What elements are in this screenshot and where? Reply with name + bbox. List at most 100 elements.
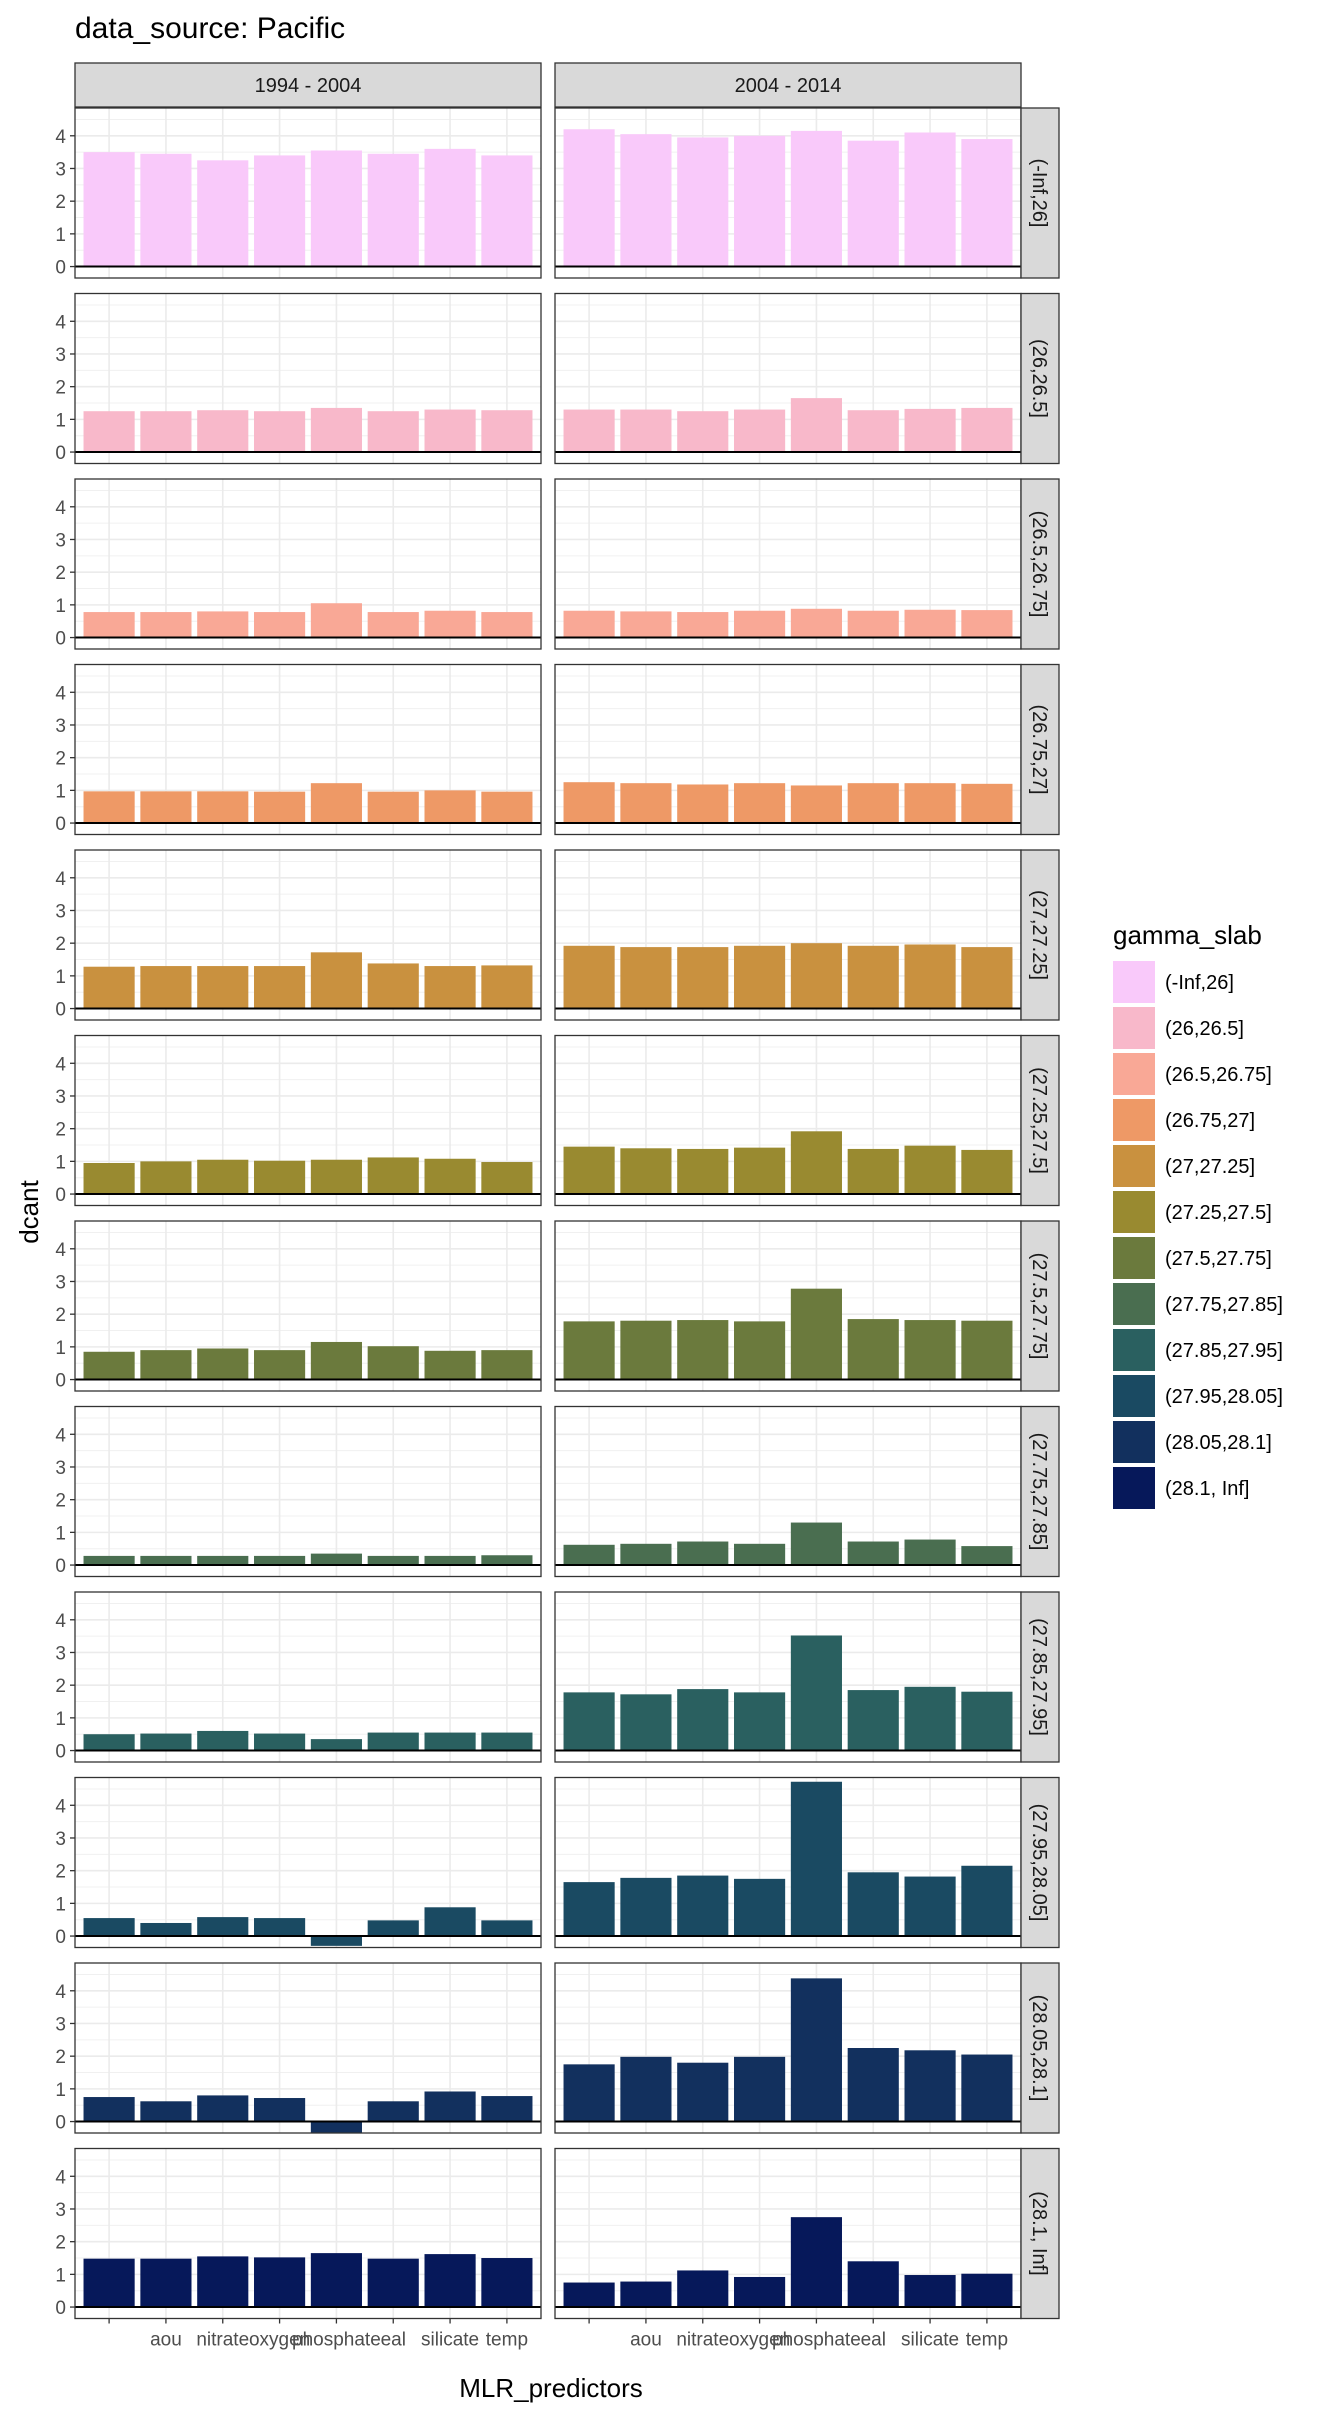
bar (790, 398, 842, 453)
bar (904, 1876, 956, 1937)
x-tick-label: aou (630, 2330, 662, 2351)
bar (677, 1148, 729, 1195)
bar (140, 1922, 192, 1937)
bar (140, 612, 192, 638)
y-tick-label: 1 (55, 781, 66, 802)
bar (620, 134, 672, 267)
bar (961, 1691, 1013, 1751)
y-tick-label: 0 (55, 629, 66, 650)
bar (961, 2054, 1013, 2122)
bar (424, 790, 476, 824)
bar (424, 2254, 476, 2308)
bar (563, 409, 615, 453)
column-strip-label: 1994 - 2004 (255, 75, 362, 97)
x-tick-label: eal (381, 2330, 406, 2351)
bar (197, 1159, 249, 1195)
bar (310, 783, 362, 824)
bar (367, 1555, 419, 1566)
bar (563, 782, 615, 824)
bar (620, 611, 672, 638)
column-strip (554, 62, 1022, 108)
legend-key (1113, 1283, 1155, 1325)
legend-label: (27.95,28.05] (1165, 1386, 1283, 1408)
y-tick-label: 2 (55, 192, 66, 213)
bar (620, 1543, 672, 1566)
bar (424, 1907, 476, 1937)
y-tick-label: 1 (55, 2080, 66, 2101)
bar (254, 2098, 306, 2122)
bar (961, 783, 1013, 824)
bar (904, 783, 956, 824)
bar (734, 2276, 786, 2308)
bar (197, 2256, 249, 2308)
y-tick-label: 1 (55, 967, 66, 988)
bar (790, 1781, 842, 1937)
bar (961, 1320, 1013, 1380)
panel-border (74, 2147, 542, 2320)
y-tick-label: 3 (55, 1087, 66, 1108)
row-strip (1020, 1220, 1060, 1392)
bar (677, 1689, 729, 1751)
bar (424, 1350, 476, 1380)
x-tick-label: silicate (421, 2330, 479, 2351)
bar (481, 410, 533, 453)
bar (847, 140, 899, 267)
y-axis-title: dcant (14, 1179, 44, 1243)
y-tick-label: 0 (55, 1742, 66, 1763)
x-tick-label: aou (150, 2330, 182, 2351)
legend-key (1113, 1007, 1155, 1049)
y-tick-label: 1 (55, 1152, 66, 1173)
column-strip (74, 62, 542, 108)
bar (734, 1692, 786, 1751)
x-tick-label: temp (966, 2330, 1008, 2351)
x-tick-label: oxygen (729, 2330, 790, 2351)
bar (197, 966, 249, 1009)
y-tick-label: 4 (55, 312, 66, 333)
panel-border (74, 292, 542, 465)
bar (620, 947, 672, 1009)
bar (481, 965, 533, 1009)
bar (620, 2056, 672, 2122)
legend-items: (-Inf,26] (26,26.5] (26.5,26.75] (26.75,27]… (1113, 961, 1283, 1509)
y-tick-label: 4 (55, 2167, 66, 2188)
y-tick-label: 4 (55, 127, 66, 148)
bar (620, 783, 672, 824)
y-tick-label: 3 (55, 1829, 66, 1850)
row-strip (1020, 107, 1060, 279)
bar (197, 410, 249, 453)
legend-key (1113, 1421, 1155, 1463)
bar (847, 410, 899, 453)
row-strip-label: (27.95,28.05] (1028, 1804, 1050, 1922)
legend-label: (-Inf,26] (1165, 972, 1234, 994)
legend-label: (27,27.25] (1165, 1156, 1255, 1178)
bar (367, 1732, 419, 1751)
y-tick-label: 0 (55, 814, 66, 835)
bar (197, 160, 249, 267)
y-tick-label: 1 (55, 410, 66, 431)
bar (140, 2101, 192, 2122)
legend-key (1113, 1053, 1155, 1095)
bar (677, 2270, 729, 2308)
bar (83, 1163, 135, 1195)
y-tick-label: 2 (55, 2047, 66, 2068)
x-tick-label: temp (486, 2330, 528, 2351)
x-axis-title: MLR_predictors (459, 2373, 643, 2403)
row-strip (1020, 663, 1060, 836)
bar (83, 152, 135, 267)
bar (563, 2064, 615, 2122)
row-strip-label: (27.25,27.5] (1028, 1067, 1050, 1174)
bar (677, 612, 729, 638)
y-tick-label: 0 (55, 2113, 66, 2134)
panel-border (74, 1034, 542, 1207)
bar (367, 963, 419, 1009)
y-tick-label: 0 (55, 2298, 66, 2319)
bar (83, 1555, 135, 1566)
bar (904, 1320, 956, 1380)
bar (790, 2217, 842, 2308)
y-tick-label: 3 (55, 1643, 66, 1664)
bar (790, 1635, 842, 1751)
bar (904, 2050, 956, 2122)
bar (481, 155, 533, 267)
bar (790, 1288, 842, 1380)
bar (197, 2095, 249, 2122)
